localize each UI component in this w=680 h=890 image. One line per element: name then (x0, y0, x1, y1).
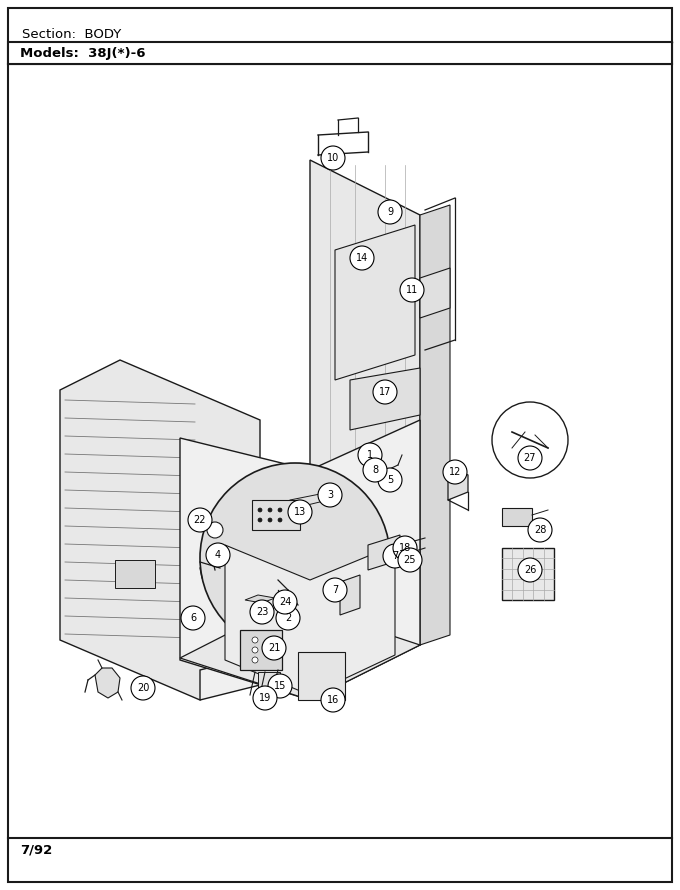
Text: 2: 2 (285, 613, 291, 623)
Polygon shape (335, 225, 415, 380)
Circle shape (252, 657, 258, 663)
Text: 13: 13 (294, 507, 306, 517)
Text: 11: 11 (406, 285, 418, 295)
Circle shape (321, 146, 345, 170)
Circle shape (181, 606, 205, 630)
Text: 8: 8 (372, 465, 378, 475)
Circle shape (393, 536, 417, 560)
Circle shape (398, 548, 422, 572)
Circle shape (268, 518, 272, 522)
Text: Models:  38J(*)-6: Models: 38J(*)-6 (20, 46, 146, 60)
Circle shape (276, 606, 300, 630)
Polygon shape (420, 268, 450, 318)
Polygon shape (310, 160, 420, 645)
FancyBboxPatch shape (258, 672, 280, 692)
Circle shape (373, 380, 397, 404)
Circle shape (273, 590, 297, 614)
Polygon shape (448, 465, 468, 500)
Text: 22: 22 (194, 515, 206, 525)
Text: 1: 1 (367, 450, 373, 460)
Circle shape (400, 278, 424, 302)
Circle shape (207, 522, 223, 538)
Text: 4: 4 (215, 550, 221, 560)
Text: 10: 10 (327, 153, 339, 163)
Circle shape (252, 637, 258, 643)
Polygon shape (350, 368, 420, 430)
Polygon shape (368, 535, 400, 570)
Circle shape (528, 518, 552, 542)
Polygon shape (200, 615, 420, 700)
Text: 24: 24 (279, 597, 291, 607)
Text: 14: 14 (356, 253, 368, 263)
Polygon shape (225, 545, 395, 695)
Circle shape (492, 402, 568, 478)
Circle shape (253, 686, 277, 710)
Text: 28: 28 (534, 525, 546, 535)
Text: 27: 27 (524, 453, 537, 463)
Text: 7/92: 7/92 (20, 844, 52, 856)
Text: 25: 25 (404, 555, 416, 565)
Circle shape (443, 460, 467, 484)
Circle shape (268, 674, 292, 698)
Text: 17: 17 (379, 387, 391, 397)
Circle shape (278, 518, 282, 522)
Text: 18: 18 (399, 543, 411, 553)
Circle shape (252, 647, 258, 653)
Text: 3: 3 (327, 490, 333, 500)
Circle shape (323, 578, 347, 602)
Circle shape (206, 543, 230, 567)
Text: 21: 21 (268, 643, 280, 653)
Polygon shape (245, 595, 275, 603)
Text: 26: 26 (524, 565, 537, 575)
Polygon shape (180, 602, 420, 700)
Circle shape (350, 246, 374, 270)
Circle shape (318, 483, 342, 507)
Circle shape (383, 544, 407, 568)
Polygon shape (420, 205, 450, 645)
Text: Section:  BODY: Section: BODY (22, 28, 121, 41)
Text: 20: 20 (137, 683, 149, 693)
Circle shape (363, 458, 387, 482)
Text: 19: 19 (259, 693, 271, 703)
Circle shape (378, 468, 402, 492)
Circle shape (288, 500, 312, 524)
Polygon shape (180, 420, 420, 700)
Text: 23: 23 (256, 607, 268, 617)
Circle shape (262, 636, 286, 660)
Circle shape (378, 200, 402, 224)
Text: 15: 15 (274, 681, 286, 691)
Text: 5: 5 (387, 475, 393, 485)
Text: 6: 6 (190, 613, 196, 623)
Bar (8, 42, 672, 64)
Circle shape (268, 508, 272, 512)
Bar (115, 560, 155, 588)
Circle shape (278, 508, 282, 512)
Circle shape (518, 558, 542, 582)
Circle shape (258, 518, 262, 522)
Circle shape (518, 446, 542, 470)
Circle shape (188, 508, 212, 532)
Circle shape (358, 443, 382, 467)
FancyBboxPatch shape (252, 500, 300, 530)
Text: 9: 9 (387, 207, 393, 217)
FancyBboxPatch shape (502, 508, 532, 526)
FancyBboxPatch shape (240, 630, 282, 670)
Circle shape (131, 676, 155, 700)
Circle shape (250, 600, 274, 624)
Circle shape (321, 688, 345, 712)
Text: 16: 16 (327, 695, 339, 705)
Text: 12: 12 (449, 467, 461, 477)
Polygon shape (340, 575, 360, 615)
Circle shape (200, 463, 390, 653)
Text: 7: 7 (332, 585, 338, 595)
Polygon shape (298, 652, 345, 700)
Polygon shape (95, 668, 120, 698)
Polygon shape (60, 360, 260, 700)
Text: 7: 7 (392, 551, 398, 561)
Circle shape (258, 508, 262, 512)
FancyBboxPatch shape (502, 548, 554, 600)
